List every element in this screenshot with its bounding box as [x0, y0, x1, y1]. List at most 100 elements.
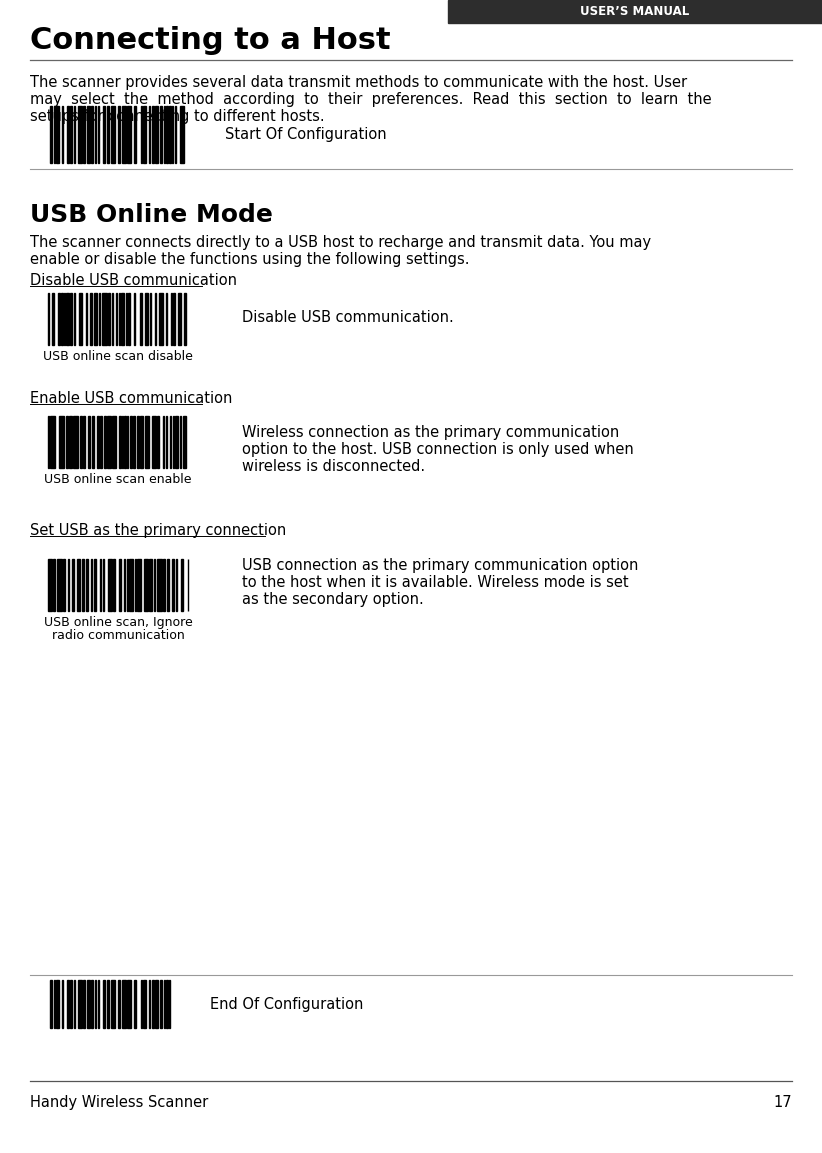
Bar	[66, 416, 67, 468]
Text: Start Of Configuration: Start Of Configuration	[225, 128, 386, 143]
Bar	[164, 980, 165, 1028]
Bar	[168, 559, 169, 611]
Bar	[86, 293, 87, 345]
Bar	[154, 559, 155, 611]
Bar	[151, 980, 154, 1028]
Bar	[90, 106, 94, 163]
Bar	[159, 980, 162, 1028]
Bar	[173, 293, 176, 345]
Bar	[68, 559, 69, 611]
Bar	[152, 416, 155, 468]
Bar	[64, 293, 65, 345]
Bar	[151, 106, 154, 163]
Bar	[74, 980, 75, 1028]
Bar	[50, 106, 52, 163]
Bar	[107, 106, 109, 163]
Text: 17: 17	[774, 1095, 792, 1110]
Bar	[127, 980, 131, 1028]
Bar	[137, 416, 139, 468]
Bar	[164, 106, 165, 163]
Bar	[159, 106, 162, 163]
Bar	[141, 106, 142, 163]
Text: USB connection as the primary communication option: USB connection as the primary communicat…	[242, 558, 639, 573]
Bar	[130, 416, 132, 468]
Bar	[124, 416, 126, 468]
Bar	[74, 106, 75, 163]
Bar	[124, 559, 125, 611]
Bar	[94, 293, 97, 345]
Bar	[78, 980, 82, 1028]
Bar	[97, 416, 99, 468]
Text: End Of Configuration: End Of Configuration	[210, 996, 363, 1011]
Bar	[174, 106, 177, 163]
Bar	[172, 106, 173, 163]
Bar	[104, 416, 106, 468]
Bar	[74, 293, 76, 345]
Bar	[90, 980, 94, 1028]
Bar	[118, 980, 120, 1028]
Bar	[175, 416, 178, 468]
Bar	[134, 293, 136, 345]
Bar	[169, 106, 171, 163]
Text: radio communication: radio communication	[52, 630, 184, 642]
Bar	[184, 293, 186, 345]
Bar	[137, 559, 141, 611]
Bar	[108, 416, 111, 468]
Bar	[182, 559, 183, 611]
Text: USB Online Mode: USB Online Mode	[30, 203, 273, 227]
Bar	[116, 293, 118, 345]
Bar	[71, 106, 72, 163]
Bar	[72, 559, 74, 611]
Text: USB online scan, Ignore: USB online scan, Ignore	[44, 616, 192, 630]
Text: wireless is disconnected.: wireless is disconnected.	[242, 459, 425, 474]
Bar	[171, 293, 172, 345]
Bar	[166, 980, 168, 1028]
Bar	[94, 559, 96, 611]
Text: USB online scan enable: USB online scan enable	[44, 473, 192, 487]
Bar	[53, 106, 55, 163]
Bar	[76, 559, 81, 611]
Bar	[82, 559, 84, 611]
Bar	[172, 559, 174, 611]
Bar	[128, 293, 130, 345]
Bar	[108, 293, 109, 345]
Bar	[155, 293, 156, 345]
Bar	[53, 980, 55, 1028]
Bar	[145, 293, 148, 345]
Bar	[90, 559, 92, 611]
Bar	[127, 416, 128, 468]
Bar	[129, 559, 133, 611]
Bar	[143, 980, 145, 1028]
Bar	[83, 980, 85, 1028]
Bar	[180, 416, 181, 468]
Bar	[67, 980, 69, 1028]
Bar	[150, 559, 152, 611]
Bar	[90, 293, 92, 345]
Bar	[141, 980, 142, 1028]
Bar	[157, 559, 162, 611]
Bar	[100, 416, 102, 468]
Text: Disable USB communication: Disable USB communication	[30, 273, 237, 288]
Bar	[176, 559, 177, 611]
Bar	[111, 980, 114, 1028]
Bar	[79, 293, 82, 345]
Text: to the host when it is available. Wireless mode is set: to the host when it is available. Wirele…	[242, 575, 629, 590]
Bar	[166, 106, 168, 163]
Bar	[155, 980, 158, 1028]
Bar	[149, 980, 150, 1028]
Bar	[69, 416, 72, 468]
Bar	[121, 293, 123, 345]
Bar	[113, 559, 115, 611]
Bar	[119, 559, 121, 611]
Bar	[178, 293, 182, 345]
Text: USB online scan disable: USB online scan disable	[43, 351, 193, 363]
Bar	[109, 559, 112, 611]
Text: The scanner connects directly to a USB host to recharge and transmit data. You m: The scanner connects directly to a USB h…	[30, 235, 651, 250]
Bar	[58, 293, 60, 345]
Bar	[122, 416, 123, 468]
Bar	[48, 293, 49, 345]
Bar	[111, 106, 114, 163]
Bar	[166, 293, 167, 345]
Bar	[140, 416, 142, 468]
Text: setups for connecting to different hosts.: setups for connecting to different hosts…	[30, 110, 325, 125]
